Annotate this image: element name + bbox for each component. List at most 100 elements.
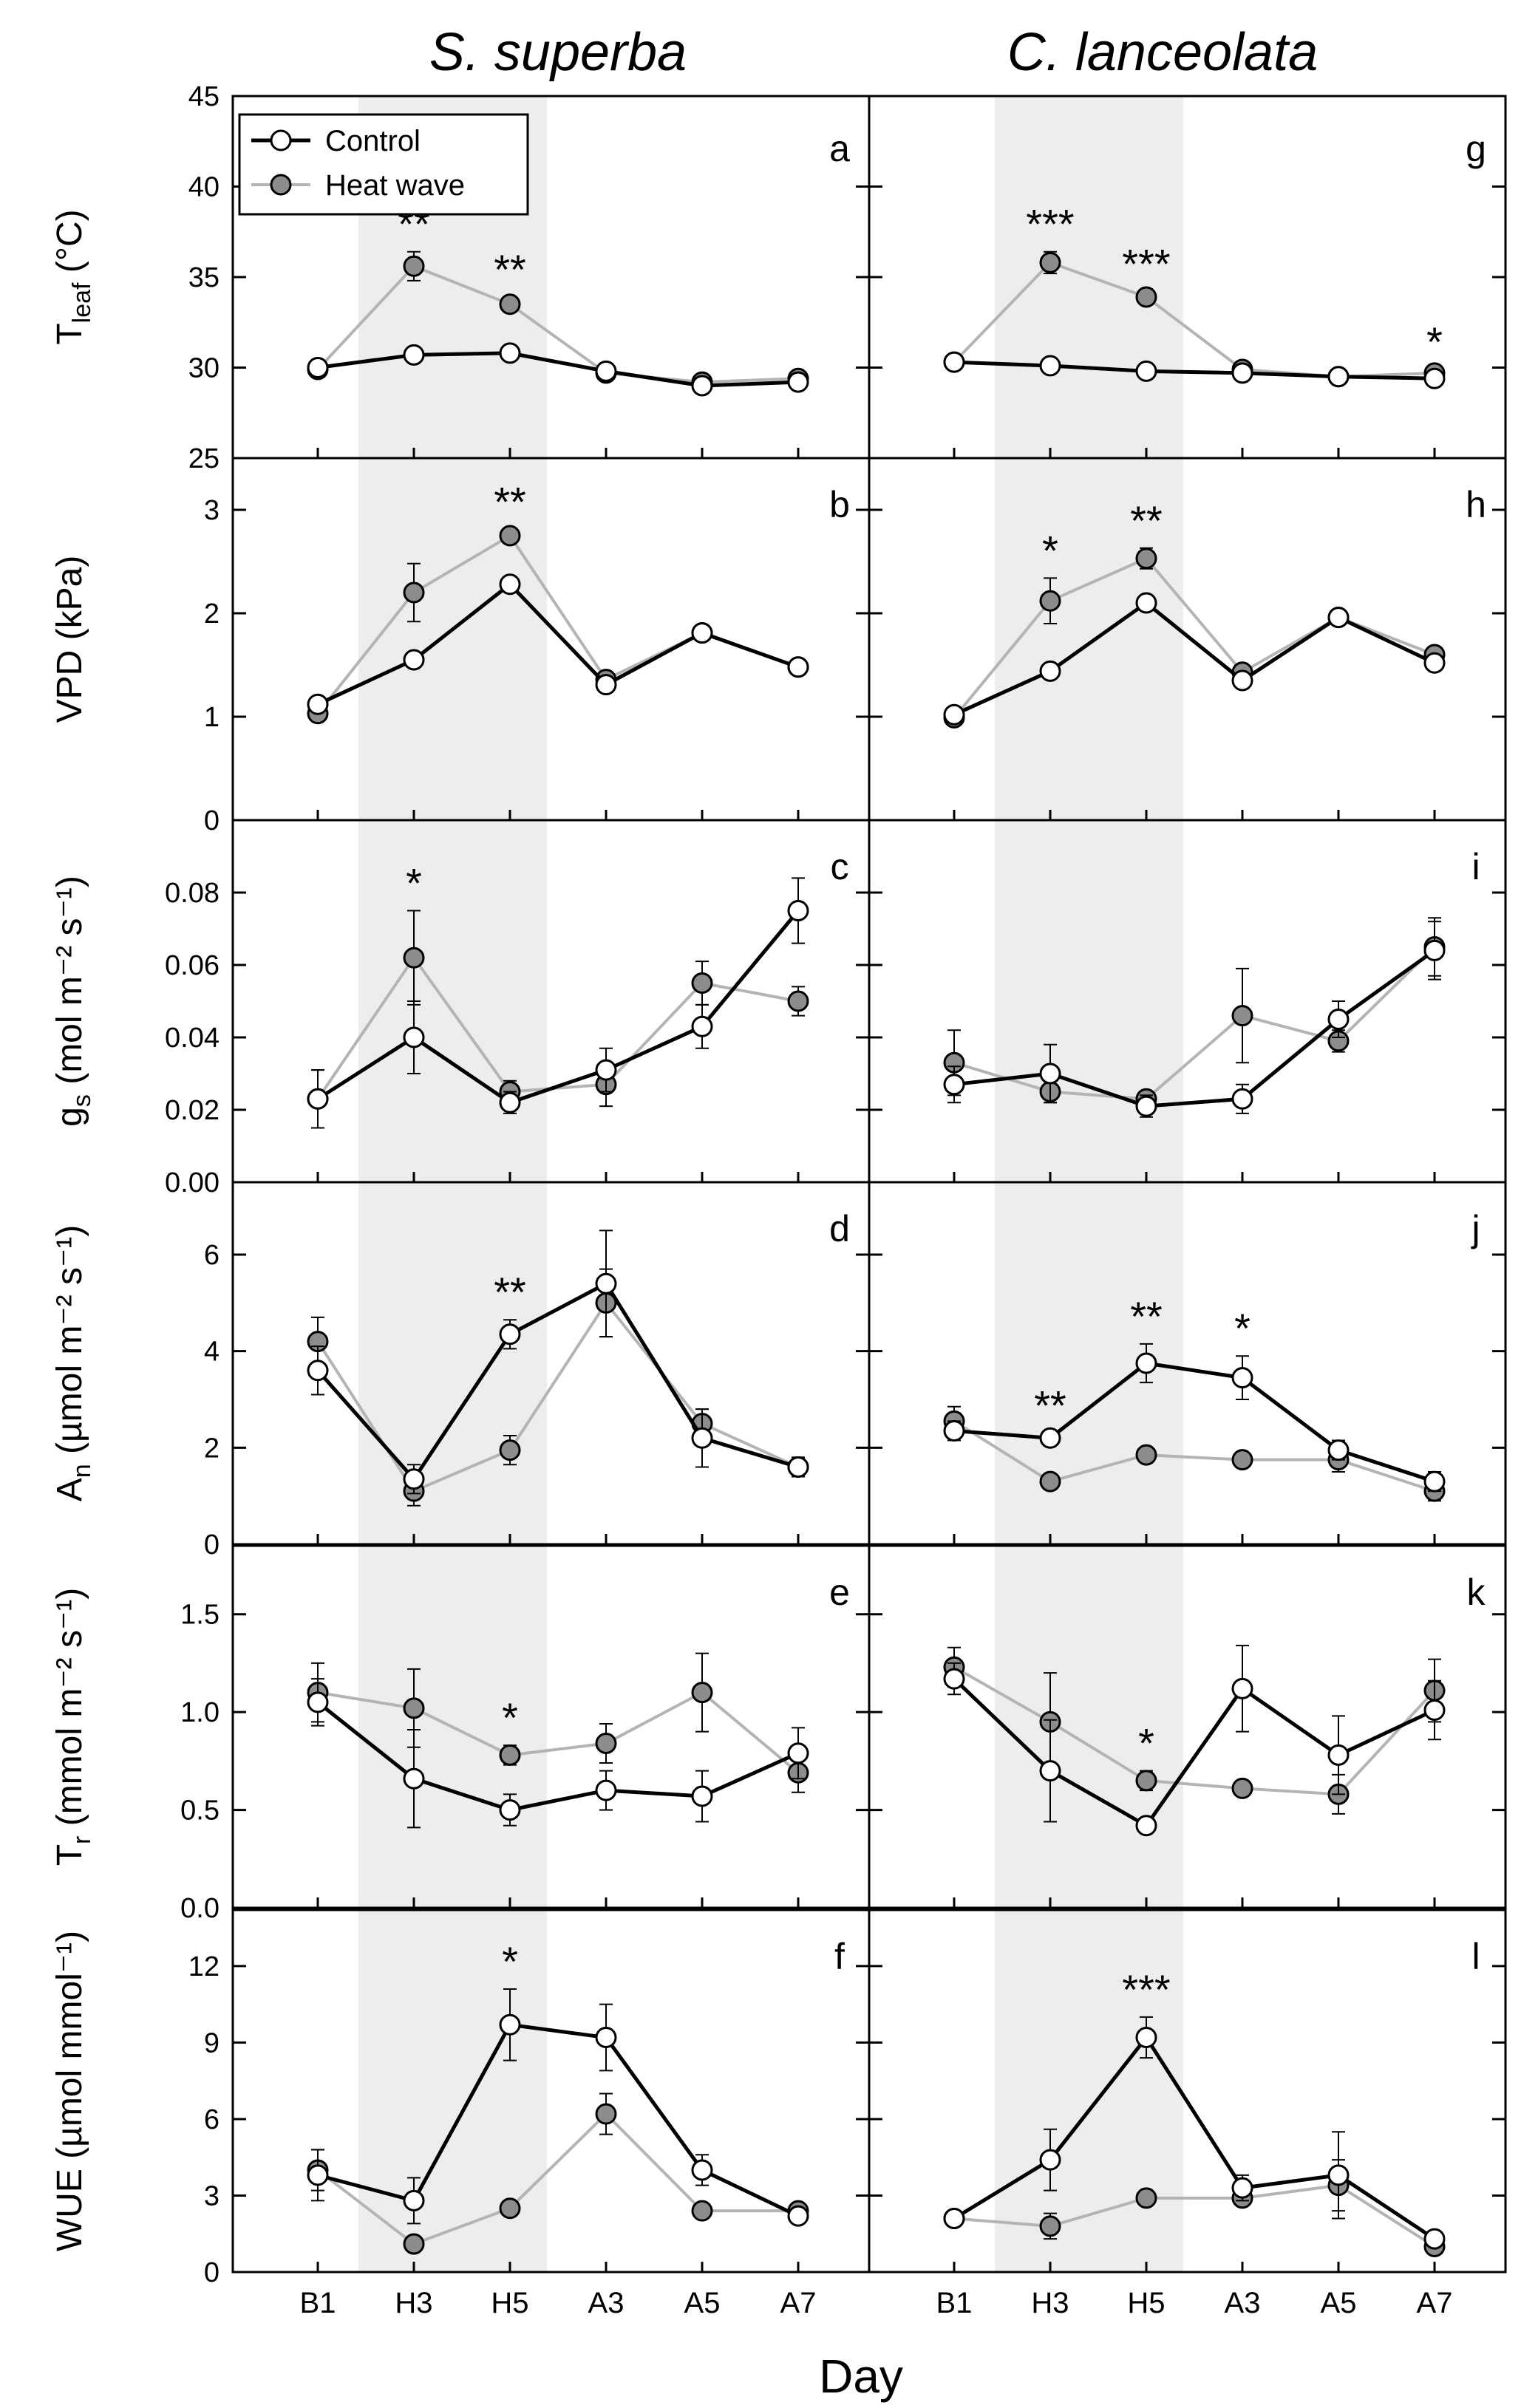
control-point (595, 1779, 617, 1801)
ticks-layer (233, 95, 1505, 2274)
heat-wave-point (1231, 1777, 1253, 1799)
y-tick-label: 1.0 (180, 1697, 220, 1728)
control-point (1039, 2149, 1061, 2171)
heat-wave-shade (995, 458, 1183, 820)
panel-frame (231, 1181, 871, 1546)
y-axis-label: VPD (kPa) (50, 556, 89, 723)
heat-wave-point (691, 1682, 713, 1704)
panel-letter: i (1471, 846, 1480, 887)
control-point (1135, 1352, 1157, 1374)
y-axis-label: An (µmol m⁻² s⁻¹) (50, 1225, 96, 1502)
control-point (1135, 1095, 1157, 1117)
control-point (691, 1015, 713, 1037)
y-axis-label-main: T (50, 323, 89, 344)
control-point (1423, 1699, 1446, 1721)
heat-wave-point (1231, 1449, 1253, 1471)
significance-stars: ** (494, 479, 526, 525)
control-point (307, 693, 329, 715)
y-axis-label: Tr (mmol m⁻² s⁻¹) (50, 1588, 96, 1866)
y-tick-label: 0.5 (180, 1795, 220, 1827)
y-axis-label-units: (mmol m⁻² s⁻¹) (50, 1588, 89, 1836)
y-tick-label: 25 (188, 443, 220, 474)
heat-wave-shade (358, 820, 547, 1182)
y-axis-label-units: (mol m⁻² s⁻¹) (50, 876, 89, 1094)
significance-stars: *** (1122, 1966, 1170, 2013)
heat-wave-point (595, 2103, 617, 2125)
control-point (499, 1091, 521, 1113)
control-point (787, 1456, 809, 1478)
control-point (1231, 362, 1253, 384)
y-axis-label-main: g (50, 1107, 89, 1127)
y-axis-label-units: (µmol m⁻² s⁻¹) (50, 1225, 89, 1464)
control-point (787, 2205, 809, 2227)
heat-wave-point (1135, 286, 1157, 308)
y-tick-label: 3 (204, 2180, 220, 2211)
y-tick-label: 0 (204, 1529, 220, 1561)
control-series-line (953, 360, 1435, 381)
y-axis-label-main: A (50, 1478, 89, 1501)
control-point (403, 1767, 425, 1790)
control-point (1231, 669, 1253, 692)
y-axis-label-main: WUE (µmol mmol⁻¹) (50, 1931, 89, 2251)
heat-wave-point (1039, 2215, 1061, 2237)
heat-wave-point (1231, 1005, 1253, 1027)
control-point (1039, 1427, 1061, 1449)
control-point (307, 1360, 329, 1382)
panel-letter: j (1470, 1208, 1480, 1249)
heat-wave-point (403, 1697, 425, 1719)
x-tick-label: H3 (1031, 2287, 1069, 2319)
heat-wave-series-line (953, 1665, 1436, 1796)
panel-letter: d (829, 1208, 850, 1249)
y-axis-label-main: T (50, 1844, 89, 1866)
legend-control-label: Control (325, 125, 421, 157)
heat-wave-point (1135, 548, 1157, 570)
control-point (1039, 355, 1061, 377)
control-point (1327, 607, 1350, 629)
panel-frame (868, 95, 1507, 460)
significance-stars: ** (1130, 1293, 1163, 1340)
control-point (1327, 2164, 1350, 2186)
panel-frame (231, 819, 871, 1184)
heat-wave-series-line (953, 2183, 1436, 2248)
y-tick-label: 2 (204, 598, 220, 630)
control-point (1423, 939, 1446, 961)
y-tick-label: 2 (204, 1433, 220, 1464)
control-point (595, 2027, 617, 2049)
heat-wave-series-line (317, 1691, 800, 1774)
panel-frame (231, 1544, 871, 1909)
y-axis-label: gs (mol m⁻² s⁻¹) (50, 876, 96, 1127)
control-point (691, 622, 713, 644)
y-tick-label: 30 (188, 353, 220, 384)
control-point (1135, 360, 1157, 382)
legend: Control Heat wave (238, 113, 529, 216)
control-point (943, 351, 965, 373)
control-point (403, 649, 425, 671)
heat-wave-series-line (316, 2112, 798, 2246)
control-point (499, 1323, 521, 1345)
control-series-line (316, 909, 800, 1105)
control-point (1423, 2228, 1446, 2250)
y-axis-label-sub: leaf (68, 282, 96, 323)
control-point (691, 2159, 713, 2181)
legend-heat-label: Heat wave (325, 169, 465, 202)
control-point (403, 344, 425, 366)
significance-stars: * (1042, 527, 1058, 573)
control-point (1327, 1009, 1350, 1030)
significance-stars: ** (494, 1269, 526, 1315)
control-point (1327, 1744, 1350, 1766)
y-tick-label: 1 (204, 702, 220, 733)
panel-letter: b (829, 484, 850, 525)
significance-stars: ** (494, 246, 526, 293)
control-point (499, 2013, 521, 2036)
heat-wave-point (787, 990, 809, 1012)
panel-letter: f (834, 1936, 845, 1977)
control-point (1135, 1815, 1157, 1837)
control-series-line (953, 1677, 1436, 1829)
heat-wave-point (1039, 1470, 1061, 1493)
y-tick-label: 0.02 (165, 1095, 220, 1126)
y-tick-label: 35 (188, 262, 220, 293)
heat-wave-series-line (316, 264, 799, 384)
heat-wave-point (595, 1733, 617, 1755)
panel-letter: c (831, 846, 849, 887)
